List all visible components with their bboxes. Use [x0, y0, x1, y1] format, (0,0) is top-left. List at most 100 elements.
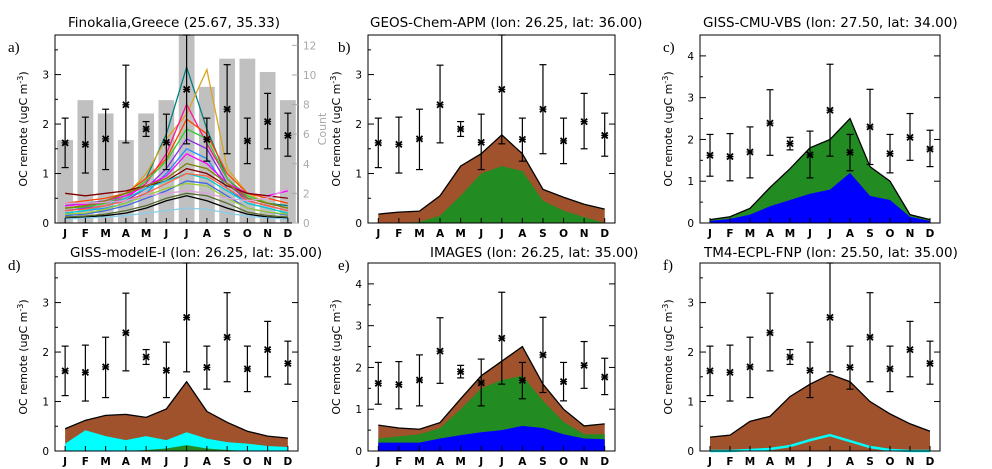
- panel-f: TM4-ECPL-FNP (lon: 25.50, lat: 35.00) f) 0…: [661, 245, 958, 468]
- x-tick-label: J: [478, 228, 483, 240]
- x-tick-label: D: [600, 456, 609, 468]
- x-tick-label: M: [745, 456, 755, 468]
- x-tick-label: M: [100, 228, 110, 240]
- obs-mean-marker: [601, 373, 609, 381]
- x-tick-label: J: [827, 228, 832, 240]
- x-tick-label: M: [785, 228, 795, 240]
- area-outline: [378, 345, 605, 430]
- panel-label: d): [8, 258, 21, 274]
- panel-title: IMAGES (lon: 26.25, lat: 35.00): [430, 245, 638, 261]
- x-tick-label: F: [395, 228, 402, 240]
- panel-title: TM4-ECPL-FNP (lon: 25.50, lat: 35.00): [703, 245, 958, 261]
- x-tick-label: F: [726, 228, 733, 240]
- x-tick-label: D: [284, 228, 293, 240]
- obs-mean-marker: [539, 351, 547, 359]
- x-tick-label: J: [707, 228, 712, 240]
- y-tick-label: 0: [355, 446, 362, 458]
- obs-mean-marker: [926, 145, 934, 153]
- obs-mean-marker: [866, 333, 874, 341]
- y-axis-label: OC remote (ugC m-3): [329, 71, 343, 186]
- x-tick-label: F: [726, 456, 733, 468]
- panel-title: Finokalia,Greece (25.67, 35.33): [68, 15, 280, 31]
- plot-frame: [54, 262, 299, 452]
- y-tick-label: 4: [687, 51, 694, 63]
- panel-b: GEOS-Chem-APM (lon: 26.25, lat: 36.00) b)…: [329, 15, 642, 240]
- x-tick-label: F: [82, 456, 89, 468]
- x-tick-label: O: [559, 228, 568, 240]
- obs-mean-marker: [906, 133, 914, 141]
- obs-mean-marker: [539, 105, 547, 113]
- obs-mean-marker: [826, 106, 834, 114]
- obs-mean-marker: [101, 363, 110, 371]
- obs-mean-marker: [436, 347, 444, 355]
- model-line: [65, 128, 289, 209]
- x-tick-label: M: [141, 228, 151, 240]
- right-y-tick-label: 6: [303, 129, 310, 141]
- x-tick-label: M: [414, 456, 424, 468]
- x-tick-label: M: [100, 456, 110, 468]
- overlay-line: [710, 433, 930, 453]
- y-axis-label: OC remote (ugC m-3): [329, 299, 343, 414]
- x-tick-label: A: [122, 228, 131, 240]
- x-tick-label: J: [827, 456, 832, 468]
- right-y-tick-label: 0: [303, 218, 310, 230]
- area-green: [710, 118, 930, 223]
- x-tick-label: N: [906, 228, 915, 240]
- x-tick-label: A: [122, 456, 131, 468]
- y-tick-label: 2: [355, 362, 362, 374]
- obs-mean-marker: [886, 150, 894, 158]
- x-tick-label: A: [766, 456, 775, 468]
- panel-label: a): [8, 40, 20, 56]
- y-tick-label: 2: [42, 119, 49, 131]
- obs-mean-marker: [182, 313, 191, 322]
- obs-mean-marker: [518, 376, 527, 385]
- x-tick-label: D: [284, 456, 293, 468]
- x-tick-label: A: [436, 456, 445, 468]
- obs-mean-marker: [415, 135, 424, 143]
- obs-mean-marker: [162, 138, 171, 146]
- panel-c: GISS-CMU-VBS (lon: 27.50, lat: 34.00) c) 0…: [661, 15, 958, 240]
- y-tick-label: 3: [355, 70, 362, 82]
- x-tick-label: J: [163, 228, 168, 240]
- x-tick-label: J: [807, 456, 812, 468]
- x-tick-label: O: [886, 456, 895, 468]
- x-tick-label: D: [600, 228, 609, 240]
- x-tick-label: A: [846, 456, 855, 468]
- panel-d: GISS-modelE-I (lon: 26.25, lat: 35.00) d)…: [8, 245, 322, 468]
- obs-mean-marker: [746, 363, 754, 371]
- area-blue: [710, 172, 930, 223]
- model-line: [65, 192, 288, 218]
- area-brown: [710, 374, 930, 451]
- x-tick-label: N: [580, 456, 589, 468]
- y-tick-label: 3: [42, 298, 49, 310]
- obs-mean-marker: [580, 361, 588, 369]
- obs-mean-marker: [203, 363, 211, 372]
- obs-mean-marker: [806, 366, 814, 374]
- plot-frame: [699, 262, 941, 452]
- x-tick-label: J: [375, 456, 380, 468]
- obs-mean-marker: [284, 131, 292, 140]
- model-line: [65, 172, 289, 212]
- obs-mean-marker: [766, 329, 774, 337]
- obs-mean-marker: [436, 101, 444, 109]
- y-tick-label: 0: [355, 218, 362, 230]
- x-tick-label: J: [184, 228, 189, 240]
- y-tick-label: 0: [687, 446, 694, 458]
- x-tick-label: S: [866, 228, 874, 240]
- area-green: [378, 166, 605, 223]
- obs-mean-marker: [846, 148, 854, 157]
- x-tick-label: O: [886, 228, 895, 240]
- y-tick-label: 3: [42, 70, 49, 82]
- area-blue: [378, 425, 605, 451]
- obs-mean-marker: [706, 151, 714, 159]
- obs-mean-marker: [906, 345, 914, 354]
- x-tick-label: J: [163, 456, 168, 468]
- x-tick-label: D: [926, 456, 935, 468]
- y-tick-label: 4: [355, 279, 362, 291]
- panel-label: b): [338, 40, 351, 56]
- plot-frame: [367, 262, 616, 452]
- x-tick-label: J: [478, 456, 483, 468]
- y-tick-label: 1: [42, 169, 49, 181]
- model-line: [65, 162, 289, 209]
- x-tick-label: A: [203, 228, 212, 240]
